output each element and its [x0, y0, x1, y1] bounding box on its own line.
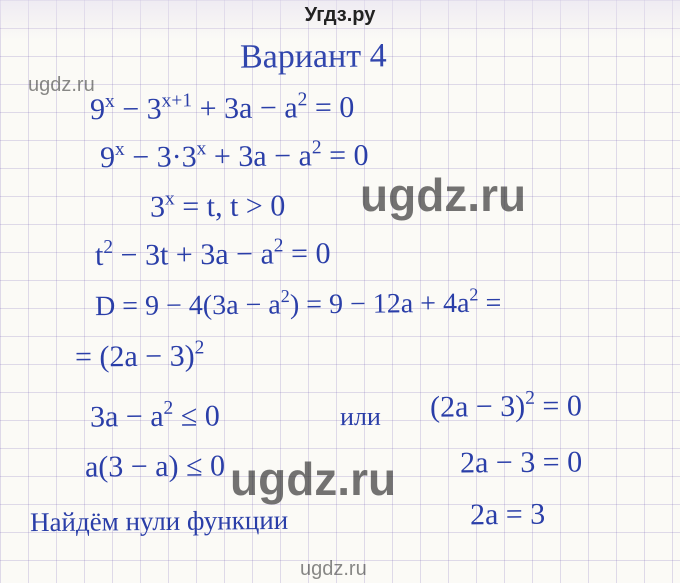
l5-a: D = 9 − 4(3a − a — [95, 289, 281, 322]
l7b-b: = 0 — [535, 389, 582, 422]
l5-eb: 2 — [469, 285, 478, 305]
eq-line-4: t2 − 3t + 3a − a2 = 0 — [95, 237, 331, 271]
eq-line-9a: Найдём нули функции — [30, 507, 288, 536]
l1-ea: x — [105, 91, 115, 112]
l2-ec: 2 — [312, 137, 322, 158]
l7a-b: ≤ 0 — [173, 399, 220, 432]
l1-b: − 3 — [115, 93, 162, 126]
l7a-ea: 2 — [163, 398, 173, 419]
watermark-top-left: ugdz.ru — [28, 74, 95, 97]
l3-ea: x — [165, 188, 175, 209]
eq-line-9b: 2a = 3 — [470, 500, 545, 531]
l4-b: − 3t + 3a − a — [113, 237, 274, 271]
l7b-ea: 2 — [525, 388, 535, 409]
page-root: Угдз.ру ugdz.ru ugdz.ru ugdz.ru ugdz.ru … — [0, 0, 680, 583]
site-header: Угдз.ру — [0, 0, 680, 27]
l1-a: 9 — [90, 93, 105, 126]
eq-line-6: = (2a − 3)2 — [75, 339, 205, 372]
l2-eb: x — [197, 138, 207, 159]
l1-c: + 3a − a — [192, 91, 298, 125]
l6-a: = (2a − 3) — [75, 340, 195, 374]
l1-ec: 2 — [297, 89, 307, 110]
l2-c: + 3a − a — [206, 139, 312, 173]
watermark-mid-right: ugdz.ru — [360, 168, 526, 222]
site-title: Угдз.ру — [305, 4, 376, 26]
l2-d: = 0 — [321, 139, 368, 172]
eq-line-2: 9x − 3·3x + 3a − a2 = 0 — [100, 139, 369, 173]
l1-eb: x+1 — [162, 90, 193, 111]
l2-a: 9 — [100, 141, 115, 174]
eq-line-8a: a(3 − a) ≤ 0 — [85, 451, 225, 482]
eq-line-7a: 3a − a2 ≤ 0 — [90, 399, 220, 432]
l3-a: 3 — [150, 190, 165, 223]
l4-c: = 0 — [283, 237, 330, 270]
l2-ea: x — [115, 139, 125, 160]
l2-b: − 3·3 — [125, 140, 197, 174]
eq-line-7-or: или — [340, 404, 381, 430]
watermark-lower-center: ugdz.ru — [230, 452, 396, 506]
eq-line-7b: (2a − 3)2 = 0 — [430, 389, 582, 422]
eq-line-5: D = 9 − 4(3a − a2) = 9 − 12a + 4a2 = — [95, 286, 502, 321]
l5-c: = — [478, 288, 501, 319]
l6-ea: 2 — [194, 337, 204, 358]
eq-line-3: 3x = t, t > 0 — [150, 189, 286, 222]
l5-b: ) = 9 − 12a + 4a — [290, 288, 470, 321]
l7a-a: 3a − a — [90, 400, 164, 434]
l4-eb: 2 — [274, 235, 284, 256]
l7b-a: (2a − 3) — [430, 390, 526, 424]
l4-ea: 2 — [103, 237, 113, 258]
watermark-bottom-center: ugdz.ru — [300, 558, 367, 581]
eq-line-1: 9x − 3x+1 + 3a − a2 = 0 — [90, 91, 355, 125]
variant-title: Вариант 4 — [240, 39, 387, 74]
eq-line-8b: 2a − 3 = 0 — [460, 447, 582, 478]
l1-d: = 0 — [307, 91, 354, 124]
l3-b: = t, t > 0 — [175, 189, 286, 223]
l5-ea: 2 — [281, 286, 290, 306]
